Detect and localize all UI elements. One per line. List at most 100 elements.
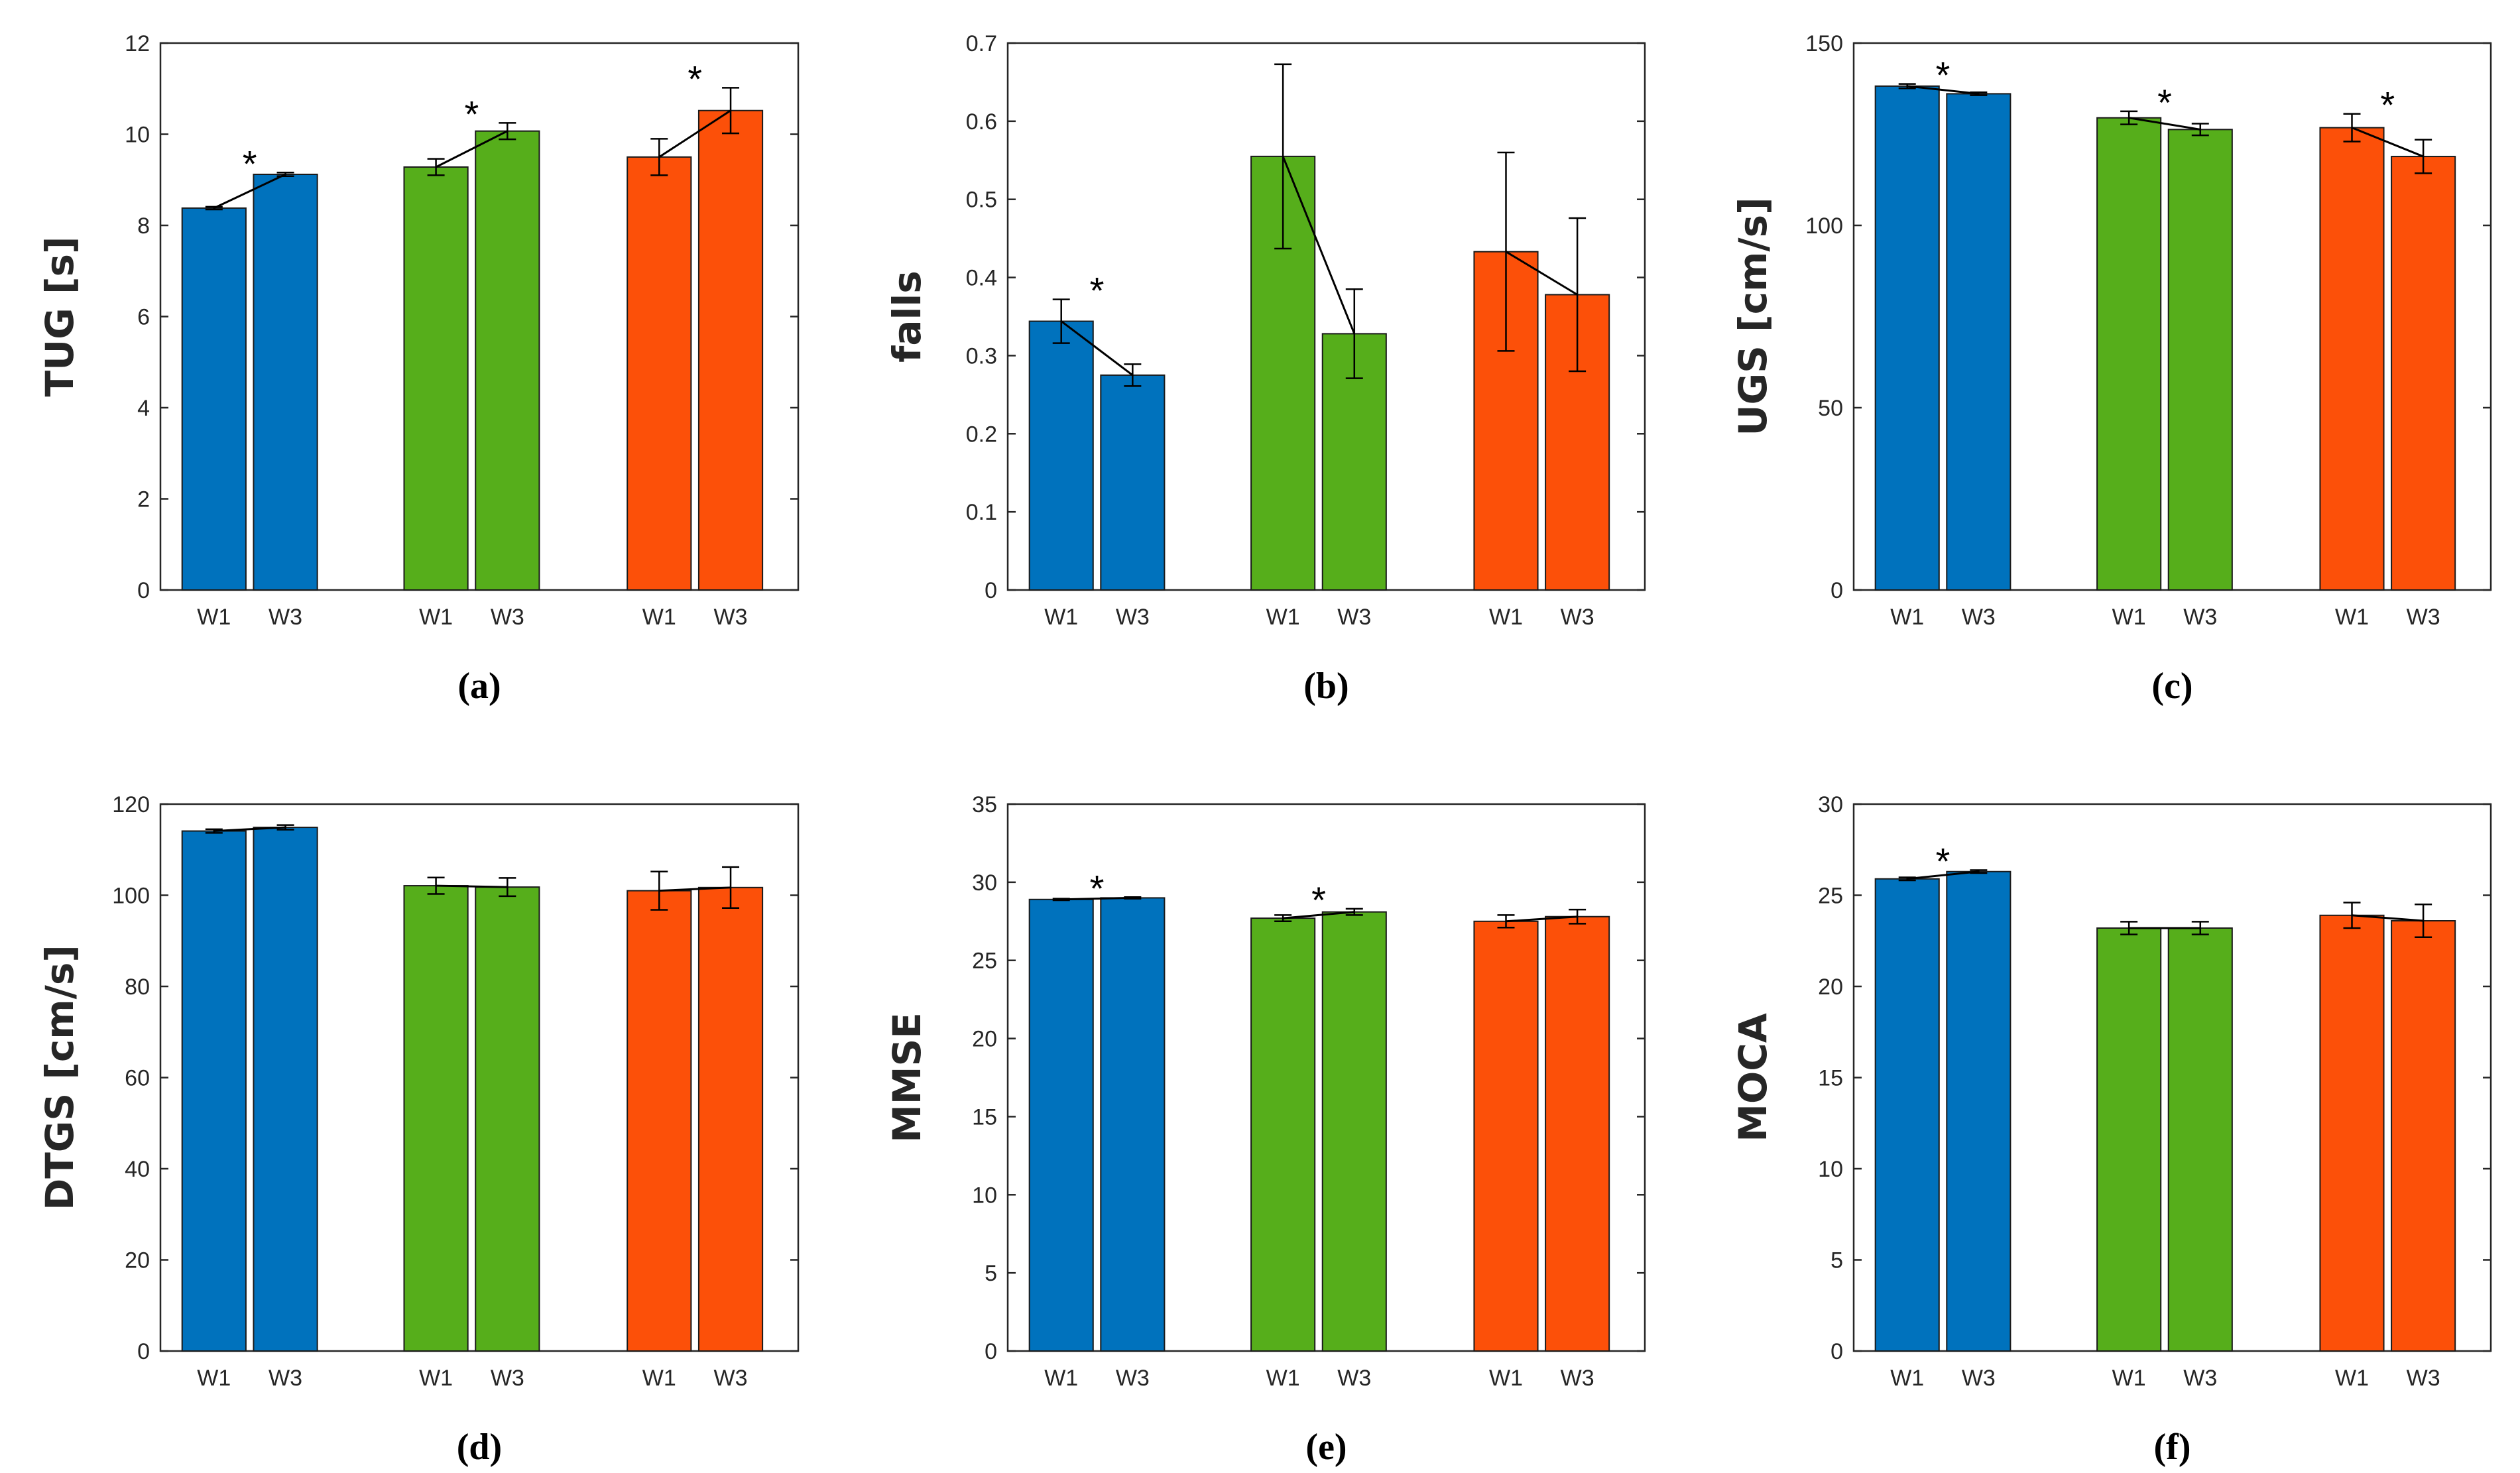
x-tick-label: W1	[197, 1366, 231, 1391]
y-tick-label: 0.5	[966, 188, 997, 213]
bar	[1946, 93, 2011, 591]
y-tick-label: 120	[112, 792, 150, 817]
bar	[253, 827, 318, 1352]
x-tick-label: W1	[197, 605, 231, 630]
x-tick-label: W1	[2335, 1366, 2369, 1391]
y-tick-label: 0.6	[966, 109, 997, 135]
x-tick-label: W3	[1116, 605, 1150, 630]
x-tick-label: W3	[2407, 605, 2440, 630]
trend-line	[1282, 156, 1356, 334]
y-tick-label: 15	[1818, 1066, 1843, 1091]
x-tick-label: W3	[1962, 1366, 1996, 1391]
y-tick-label: 0.7	[966, 31, 997, 56]
y-axis-title: TUG [s]	[37, 237, 82, 397]
x-tick-label: W1	[1044, 1366, 1078, 1391]
y-tick-label: 2	[137, 487, 150, 512]
bar	[475, 130, 540, 591]
significance-star: *	[1936, 54, 1950, 96]
x-tick-label: W3	[269, 605, 302, 630]
x-tick-label: W1	[1890, 1366, 1924, 1391]
y-tick-label: 30	[1818, 792, 1843, 817]
y-tick-label: 0.1	[966, 500, 997, 525]
significance-star: *	[243, 143, 257, 184]
y-tick-label: 150	[1805, 31, 1843, 56]
panel-caption: (f)	[2154, 1427, 2191, 1468]
x-tick-label: W1	[419, 1366, 453, 1391]
y-tick-label: 0	[985, 578, 997, 603]
y-tick-label: 25	[1818, 884, 1843, 909]
chart-panel-4: 0 20 40 60 80 100 120 DTGS [cm/s] W1 W3 W1 W3 W1 W3 (d…	[37, 792, 800, 1468]
x-tick-label: W3	[714, 605, 748, 630]
bar	[1946, 870, 2011, 1352]
x-tick-label: W3	[1337, 605, 1371, 630]
y-axis-title: UGS [cm/s]	[1730, 197, 1775, 436]
y-tick-label: 25	[972, 949, 997, 974]
significance-star: *	[2380, 84, 2395, 126]
significance-star: *	[1090, 867, 1105, 909]
panel-caption: (d)	[457, 1427, 502, 1468]
y-tick-label: 10	[125, 123, 150, 148]
x-tick-label: W3	[2183, 1366, 2217, 1391]
significance-star: *	[688, 58, 702, 99]
bar	[181, 207, 247, 591]
trend-line	[1506, 915, 1578, 923]
bar	[1100, 897, 1166, 1352]
x-tick-label: W1	[2112, 605, 2146, 630]
trend-line	[2352, 914, 2424, 922]
panel-caption: (c)	[2151, 666, 2192, 707]
y-axis-title: DTGS [cm/s]	[37, 945, 82, 1210]
bar	[697, 886, 764, 1352]
significance-star: *	[465, 93, 479, 135]
x-tick-label: W1	[642, 1366, 676, 1391]
y-tick-label: 10	[972, 1183, 997, 1208]
x-tick-label: W1	[1890, 605, 1924, 630]
bar	[2319, 127, 2385, 591]
y-tick-label: 0.3	[966, 343, 997, 369]
x-tick-label: W3	[2407, 1366, 2440, 1391]
y-tick-label: 20	[972, 1027, 997, 1052]
bar	[2096, 117, 2162, 591]
y-tick-label: 100	[1805, 213, 1843, 239]
y-tick-label: 80	[125, 974, 150, 1000]
y-axis-title: MOCA	[1730, 1013, 1775, 1142]
y-axis-title: falls	[884, 270, 930, 363]
x-tick-label: W1	[1266, 605, 1300, 630]
x-tick-label: W3	[1561, 605, 1594, 630]
significance-star: *	[1090, 270, 1105, 312]
y-tick-label: 40	[125, 1157, 150, 1182]
bar	[1874, 878, 1940, 1352]
y-tick-label: 60	[125, 1066, 150, 1091]
chart-panel-5: 0 5 10 15 20 25 30 35 MMSE W1 W3 * W1 W3 * W1 W3 (e)	[884, 792, 1646, 1468]
x-tick-label: W1	[642, 605, 676, 630]
x-tick-label: W1	[1489, 1366, 1523, 1391]
trend-line	[435, 130, 509, 168]
trend-line	[436, 884, 508, 888]
x-tick-label: W1	[1044, 605, 1078, 630]
bar	[1473, 920, 1539, 1352]
y-tick-label: 0	[137, 578, 150, 603]
y-tick-label: 0	[137, 1339, 150, 1364]
trend-line	[1907, 870, 1979, 880]
y-tick-label: 5	[985, 1261, 997, 1286]
y-tick-label: 50	[1818, 396, 1843, 421]
x-tick-label: W3	[1561, 1366, 1594, 1391]
y-tick-label: 5	[1830, 1248, 1843, 1273]
y-tick-label: 4	[137, 396, 150, 421]
trend-line	[659, 886, 731, 892]
bar	[403, 885, 469, 1352]
bar	[2096, 927, 2162, 1352]
y-tick-label: 0.2	[966, 422, 997, 447]
chart-panel-1: 0 2 4 6 8 10 12 TUG [s] W1 W3 * W1 W3 * W1 W3 * (a)	[37, 31, 800, 707]
x-tick-label: W3	[491, 605, 524, 630]
bar	[475, 886, 540, 1352]
y-tick-label: 35	[972, 792, 997, 817]
x-tick-label: W1	[1489, 605, 1523, 630]
y-tick-label: 0	[1830, 578, 1843, 603]
trend-line	[1060, 320, 1134, 377]
chart-panel-3: 0 50 100 150 UGS [cm/s] W1 W3 * W1 W3 * W1 W3 * (c)	[1730, 31, 2492, 707]
bar	[697, 109, 764, 591]
significance-star: *	[1311, 879, 1326, 921]
bar	[1321, 911, 1387, 1352]
x-tick-label: W1	[1266, 1366, 1300, 1391]
